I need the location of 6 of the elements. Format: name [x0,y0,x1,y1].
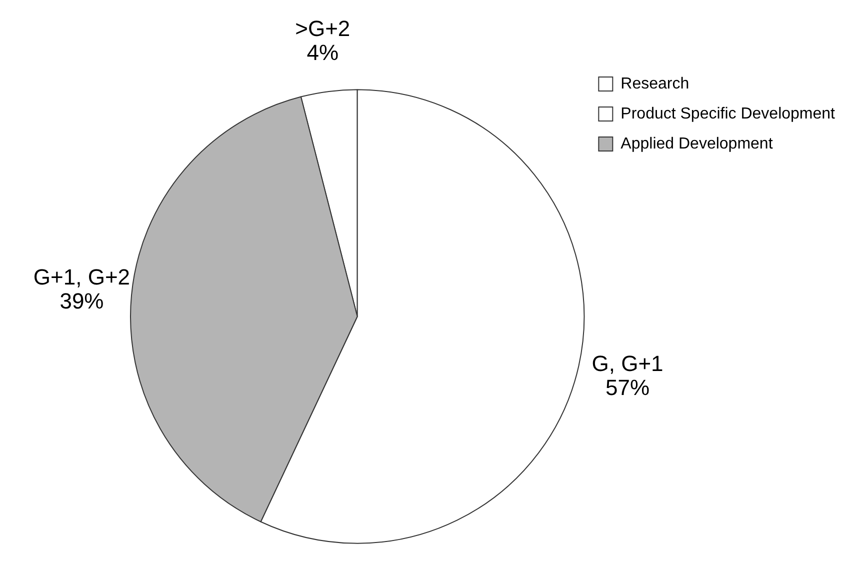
legend-label: Product Specific Development [620,105,836,122]
legend-label: Applied Development [620,135,774,152]
data-label: >G+2 4% [295,16,350,65]
data-label: G, G+1 57% [592,350,664,400]
legend-label: Research [620,75,690,92]
data-label: G+1, G+2 39% [33,264,130,314]
